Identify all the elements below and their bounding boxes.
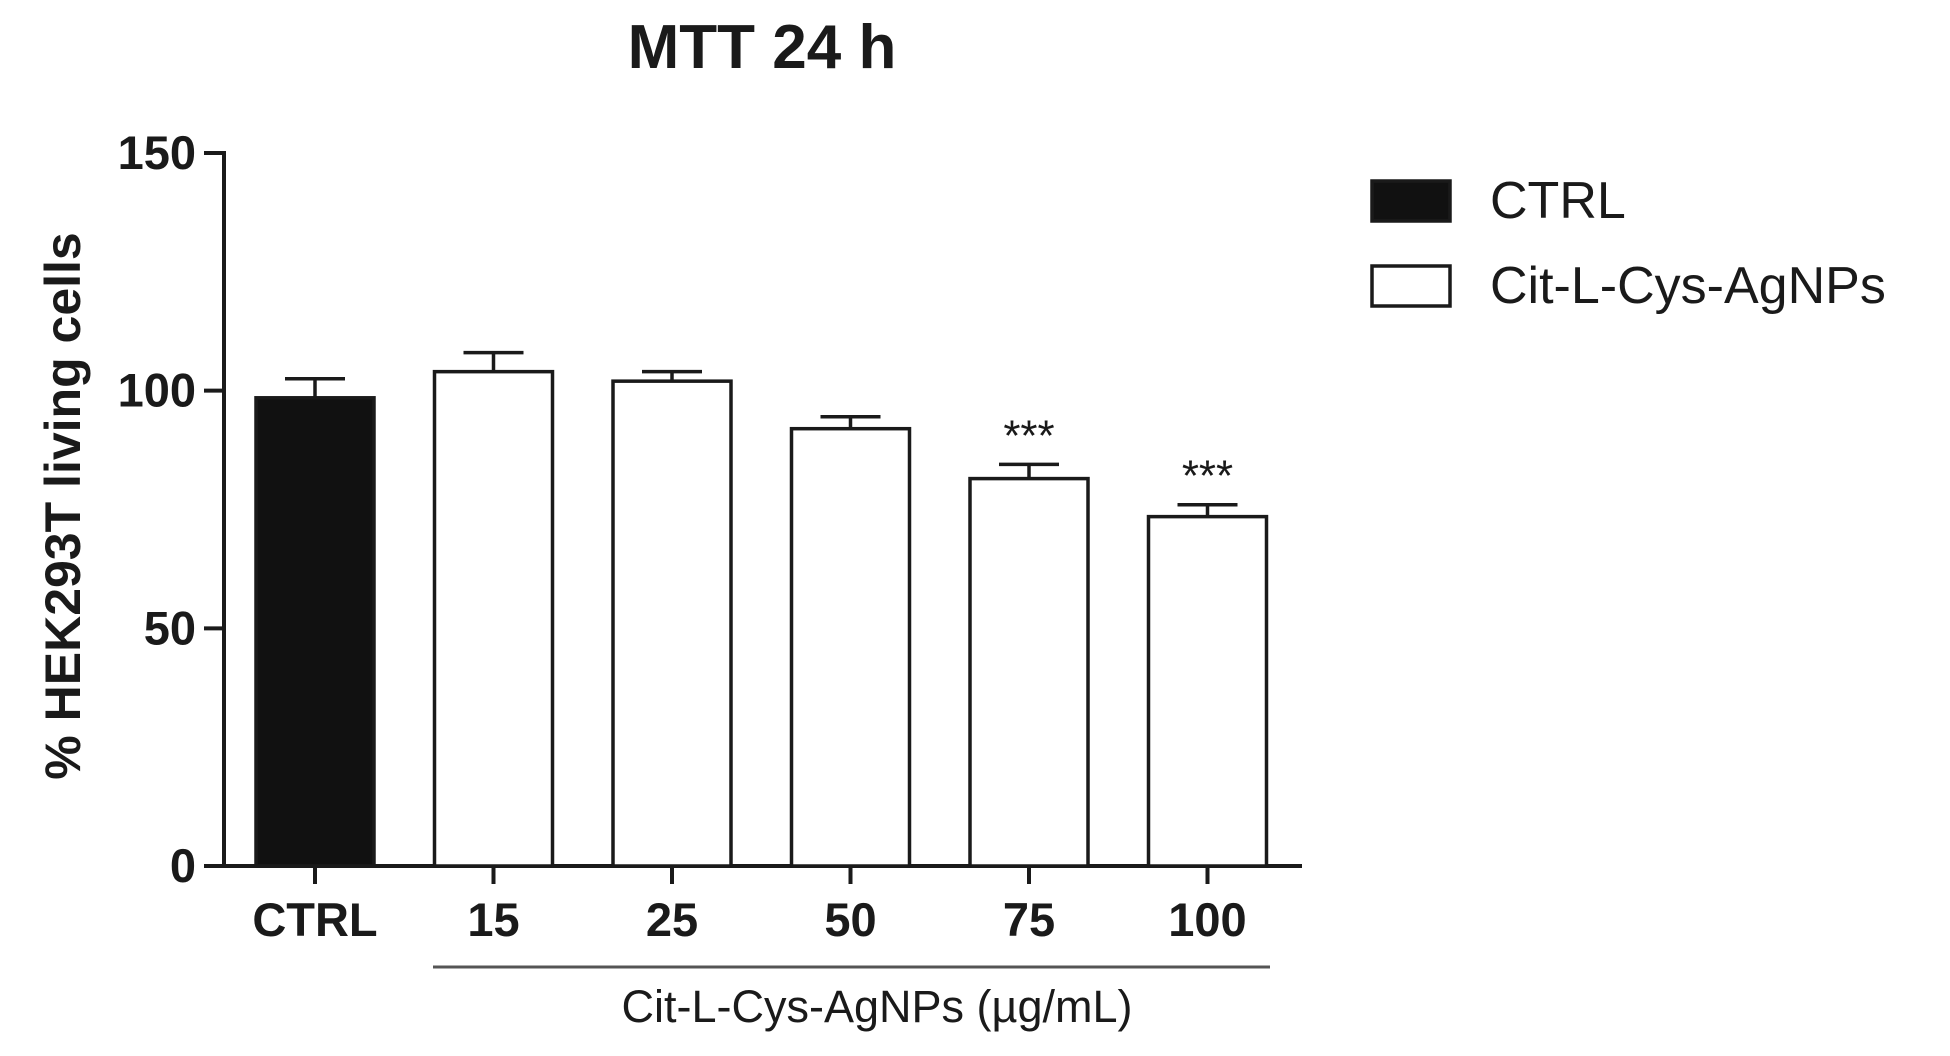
y-axis-label: % HEK293T living cells bbox=[35, 232, 91, 779]
bar bbox=[611, 379, 733, 868]
legend-swatch bbox=[1370, 264, 1452, 308]
bar bbox=[254, 396, 376, 868]
significance-marker: *** bbox=[1182, 452, 1233, 501]
x-group-annotation: Cit-L-Cys-AgNPs (µg/mL) bbox=[433, 965, 1270, 1032]
x-group-label: Cit-L-Cys-AgNPs (µg/mL) bbox=[622, 981, 1133, 1032]
bar bbox=[1146, 514, 1269, 868]
bar bbox=[432, 369, 555, 868]
x-tick-label: 15 bbox=[467, 893, 519, 946]
x-tick-label: 50 bbox=[824, 893, 876, 946]
chart-title: MTT 24 h bbox=[628, 13, 897, 82]
axes: 0 50 100 150 bbox=[118, 126, 1302, 892]
y-tick-label: 100 bbox=[118, 364, 196, 417]
y-tick-label: 50 bbox=[144, 601, 196, 654]
legend-label: CTRL bbox=[1490, 172, 1626, 230]
y-tick-label: 0 bbox=[170, 839, 196, 892]
bar bbox=[789, 426, 912, 868]
x-tick-labels: CTRL 15 25 50 75 100 bbox=[252, 866, 1247, 946]
y-tick-label: 150 bbox=[118, 126, 196, 179]
legend-swatch bbox=[1370, 179, 1452, 223]
x-tick-label: 100 bbox=[1168, 893, 1246, 946]
bar bbox=[968, 476, 1090, 868]
x-tick-label: CTRL bbox=[252, 893, 377, 946]
x-tick-label: 75 bbox=[1003, 893, 1055, 946]
bars: *** *** bbox=[254, 350, 1269, 868]
significance-marker: *** bbox=[1003, 411, 1054, 460]
x-tick-label: 25 bbox=[646, 893, 698, 946]
legend: CTRL Cit-L-Cys-AgNPs bbox=[1370, 172, 1886, 315]
legend-label: Cit-L-Cys-AgNPs bbox=[1490, 257, 1886, 315]
